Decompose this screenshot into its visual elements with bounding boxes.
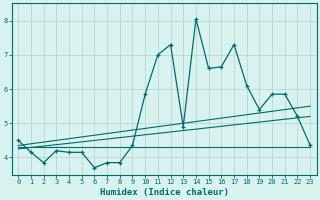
X-axis label: Humidex (Indice chaleur): Humidex (Indice chaleur) [100, 188, 229, 197]
